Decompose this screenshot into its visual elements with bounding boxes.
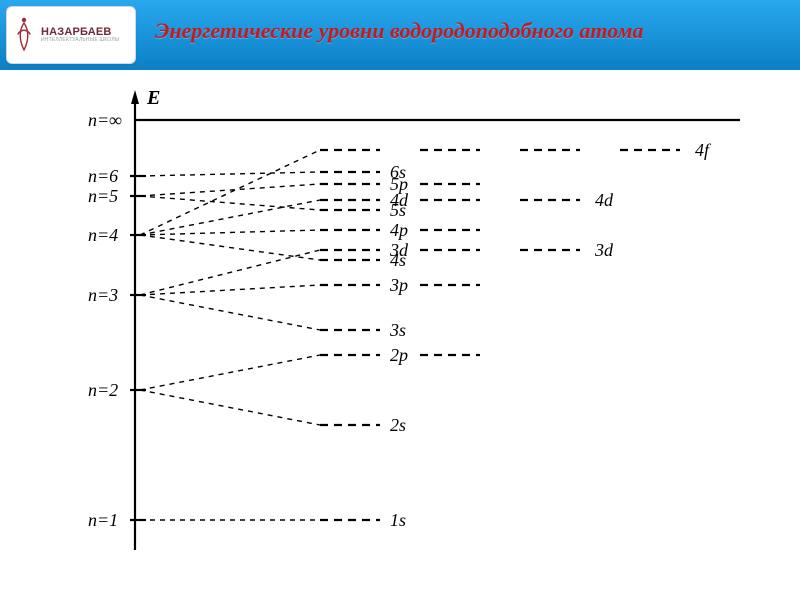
page-title: Энергетические уровни водородоподобного …	[155, 18, 785, 44]
logo-text-sub: ИНТЕЛЛЕКТУАЛЬНЫЕ ШКОЛЫ	[41, 38, 119, 43]
n-label: n=5	[88, 186, 118, 206]
fan-connector	[140, 285, 320, 295]
fan-connector	[140, 200, 320, 235]
n-label: n=∞	[88, 110, 122, 130]
orbital-label: 3p	[389, 275, 408, 295]
orbital-label: 3s	[389, 320, 406, 340]
logo-box: НАЗАРБАЕВ ИНТЕЛЛЕКТУАЛЬНЫЕ ШКОЛЫ	[6, 6, 136, 64]
y-axis-arrow-icon	[131, 90, 139, 104]
n-label: n=6	[88, 166, 118, 186]
fan-connector	[140, 172, 320, 176]
orbital-label: 2s	[390, 415, 406, 435]
orbital-label: 3d	[389, 240, 409, 260]
fan-connector	[140, 390, 320, 425]
fan-connector	[140, 150, 320, 235]
orbital-label-ext: 4d	[595, 190, 614, 210]
energy-level-diagram: En=∞n=6n=5n=4n=3n=2n=11s2s2p3s3p4s3d3d4p…	[40, 80, 760, 580]
n-label: n=3	[88, 285, 118, 305]
n-label: n=2	[88, 380, 118, 400]
fan-connector	[140, 295, 320, 330]
orbital-label-ext: 3d	[594, 240, 614, 260]
fan-connector	[140, 196, 320, 210]
orbital-label: 4p	[390, 220, 408, 240]
orbital-label-ext: 4f	[695, 140, 712, 160]
n-label: n=4	[88, 225, 118, 245]
orbital-label: 2p	[390, 345, 408, 365]
orbital-label: 1s	[390, 510, 406, 530]
fan-connector	[140, 184, 320, 196]
orbital-label: 6s	[390, 162, 406, 182]
fan-connector	[140, 235, 320, 260]
fan-connector	[140, 230, 320, 235]
axis-label-energy: E	[146, 87, 160, 109]
logo-mark-icon	[13, 16, 35, 54]
n-label: n=1	[88, 510, 118, 530]
fan-connector	[140, 355, 320, 390]
header-bar: НАЗАРБАЕВ ИНТЕЛЛЕКТУАЛЬНЫЕ ШКОЛЫ Энергет…	[0, 0, 800, 70]
